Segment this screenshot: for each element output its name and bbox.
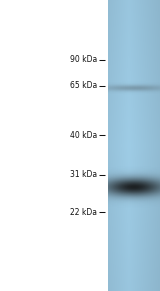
Text: 90 kDa: 90 kDa [70, 55, 97, 64]
Text: 22 kDa: 22 kDa [70, 208, 97, 217]
Text: 40 kDa: 40 kDa [70, 131, 97, 140]
Text: 31 kDa: 31 kDa [70, 170, 97, 179]
Text: 65 kDa: 65 kDa [70, 81, 97, 90]
